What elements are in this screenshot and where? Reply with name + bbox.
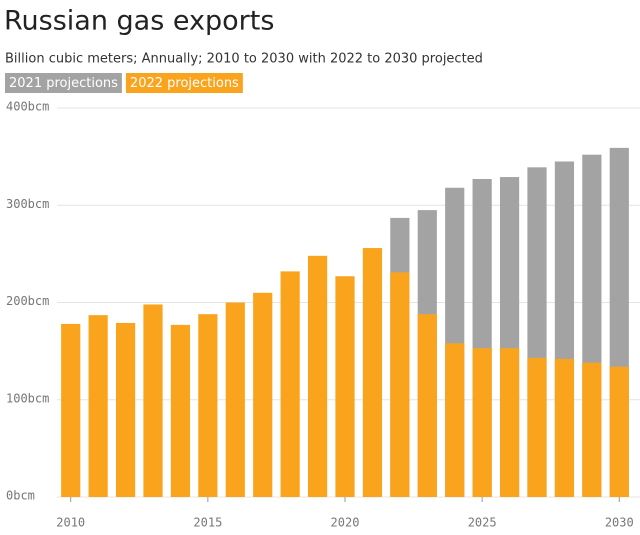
bar	[390, 272, 410, 497]
bar	[472, 348, 492, 497]
bar	[143, 304, 163, 497]
y-tick-label: 200bcm	[6, 294, 49, 308]
bar	[253, 292, 273, 497]
bar	[445, 343, 465, 497]
bar	[307, 255, 328, 497]
legend-swatch	[125, 73, 243, 93]
chart-subtitle: Billion cubic meters; Annually; 2010 to …	[5, 52, 483, 67]
x-tick-label: 2010	[56, 516, 85, 530]
bar	[499, 348, 520, 497]
bar	[335, 276, 355, 497]
bar	[170, 324, 191, 497]
bar	[609, 366, 629, 497]
bar	[582, 362, 602, 497]
legend-label: 2022 projections	[130, 76, 239, 91]
legend-label: 2021 projections	[9, 76, 118, 91]
x-tick-label: 2030	[605, 516, 634, 530]
chart-title: Russian gas exports	[4, 6, 274, 37]
y-tick-label: 400bcm	[6, 100, 49, 114]
x-tick-label: 2015	[193, 516, 222, 530]
y-tick-label: 0bcm	[6, 489, 35, 503]
bar	[362, 248, 383, 497]
bar	[61, 323, 81, 497]
legend-swatch	[5, 73, 122, 93]
bar	[527, 357, 547, 497]
bar	[88, 315, 108, 497]
x-tick-label: 2025	[468, 516, 497, 530]
bar	[280, 271, 300, 497]
bar	[417, 314, 437, 497]
bar	[225, 302, 245, 497]
y-tick-label: 300bcm	[6, 197, 49, 211]
bar	[115, 322, 136, 497]
bar	[198, 314, 218, 497]
x-tick-label: 2020	[331, 516, 360, 530]
bar	[554, 358, 575, 497]
y-tick-label: 100bcm	[6, 391, 49, 405]
